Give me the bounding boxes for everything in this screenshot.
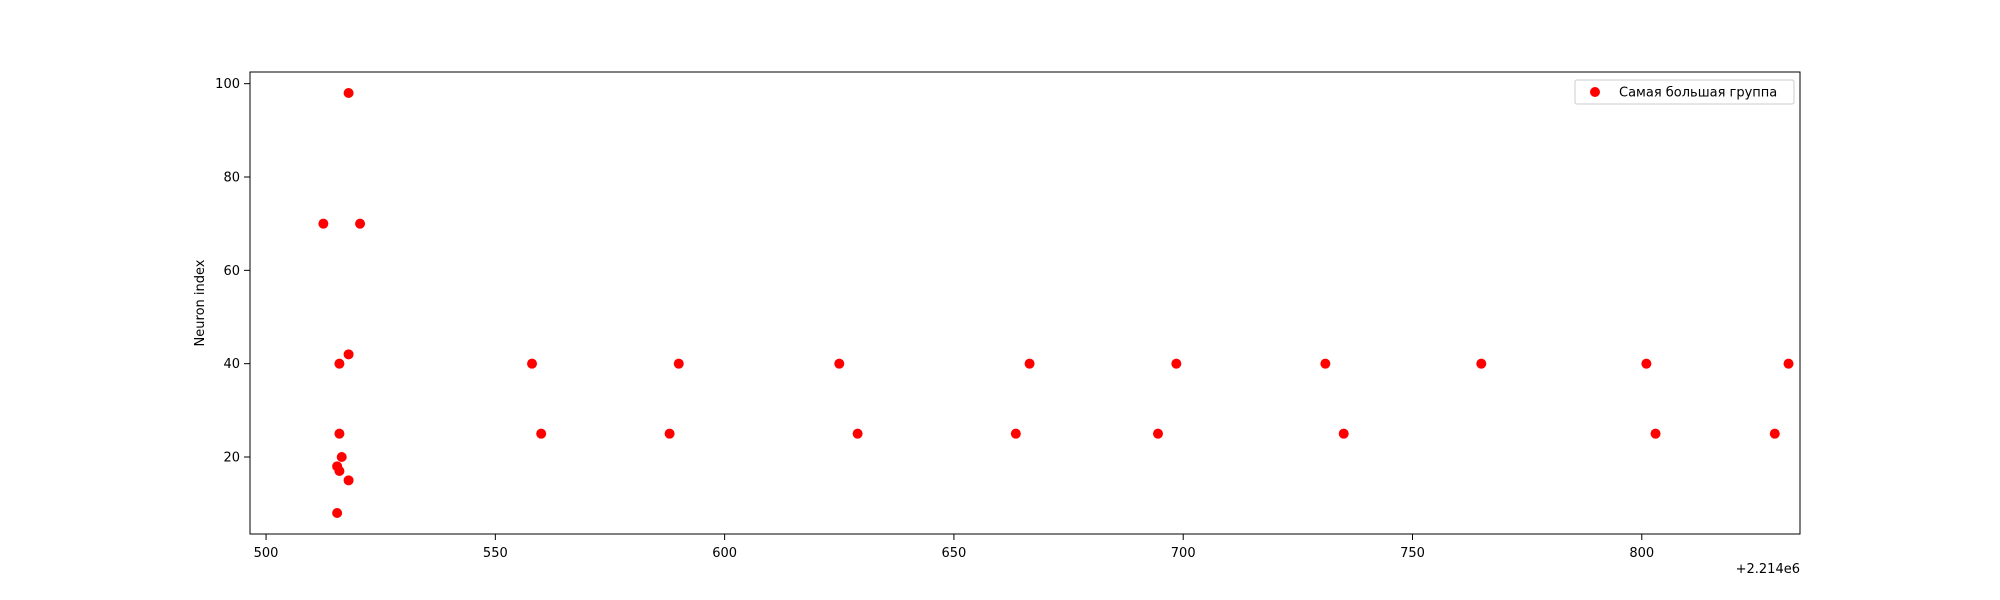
- y-axis: 20 40 60 80 100: [215, 77, 250, 466]
- x-axis-offset-label: +2.214e6: [1736, 562, 1800, 577]
- scatter-point: [343, 349, 354, 360]
- scatter-point: [852, 428, 863, 439]
- scatter-point: [664, 428, 675, 439]
- legend: Самая большая группа: [1574, 79, 1795, 105]
- scatter-point: [334, 466, 345, 476]
- scatter-point: [1171, 358, 1182, 369]
- scatter-point: [527, 358, 538, 369]
- x-tick-label: 650: [942, 546, 967, 561]
- legend-box: [1574, 79, 1795, 105]
- x-tick-label: 550: [483, 546, 508, 561]
- y-tick-label: 40: [223, 357, 240, 372]
- scatter-point: [536, 428, 547, 439]
- scatter-point: [1769, 428, 1780, 439]
- y-tick-label: 100: [215, 77, 240, 92]
- scatter-point: [318, 218, 329, 229]
- scatter-point: [332, 508, 343, 518]
- scatter-point: [334, 428, 345, 439]
- y-tick-label: 60: [223, 264, 240, 279]
- y-tick-label: 80: [223, 171, 240, 186]
- scatter-point: [1650, 428, 1661, 439]
- legend-label: Самая большая группа: [1619, 86, 1777, 101]
- scatter-point: [336, 452, 347, 462]
- y-tick-label: 20: [223, 451, 240, 466]
- x-tick-label: 750: [1400, 546, 1425, 561]
- scatter-point: [673, 358, 684, 369]
- x-tick-label: 500: [254, 546, 279, 561]
- x-axis: 500 550 600 650 700 750 800: [254, 534, 1654, 561]
- x-tick-label: 600: [712, 546, 737, 561]
- x-tick-label: 700: [1171, 546, 1196, 561]
- data-points: [318, 88, 1794, 518]
- scatter-point: [343, 88, 354, 98]
- scatter-point: [834, 358, 845, 369]
- scatter-point: [334, 358, 345, 369]
- scatter-point: [343, 475, 354, 486]
- scatter-point: [355, 218, 366, 229]
- x-tick-label: 800: [1629, 546, 1654, 561]
- scatter-point: [1010, 428, 1021, 439]
- legend-marker: [1590, 87, 1600, 97]
- y-axis-label: Neuron index: [193, 259, 208, 346]
- scatter-point: [1641, 358, 1652, 369]
- plot-frame: [249, 71, 1801, 535]
- scatter-point: [1783, 358, 1794, 369]
- scatter-point: [1338, 428, 1349, 439]
- scatter-point: [1476, 358, 1487, 369]
- scatter-point: [1024, 358, 1035, 369]
- scatter-point: [1152, 428, 1163, 439]
- scatter-point: [1320, 358, 1331, 369]
